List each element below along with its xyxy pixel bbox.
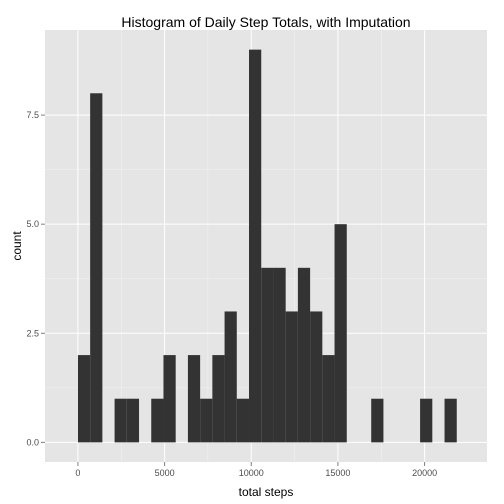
- x-tick-label: 10000: [239, 468, 264, 478]
- x-tick-label: 5000: [155, 468, 175, 478]
- histogram-bar: [334, 224, 347, 443]
- histogram-bar: [151, 398, 164, 443]
- histogram-bar: [77, 355, 91, 443]
- histogram-bar: [236, 398, 250, 443]
- histogram-bar: [273, 267, 286, 443]
- histogram-bar: [126, 398, 140, 443]
- histogram-bar: [90, 93, 103, 443]
- histogram-bar: [420, 398, 433, 443]
- histogram-bar: [163, 355, 176, 443]
- x-tick-label: 15000: [325, 468, 350, 478]
- y-tick-label: 7.5: [26, 110, 39, 120]
- x-tick-label: 0: [75, 468, 80, 478]
- bars: [77, 49, 457, 443]
- y-tick-label: 2.5: [26, 328, 39, 338]
- histogram-bar: [249, 49, 262, 443]
- histogram-bar: [297, 267, 311, 443]
- histogram-bar: [322, 355, 335, 443]
- histogram-bar: [187, 355, 201, 443]
- y-axis-title: count: [10, 231, 24, 261]
- histogram-bar: [371, 398, 384, 443]
- chart-title: Histogram of Daily Step Totals, with Imp…: [121, 14, 410, 30]
- y-tick-label: 0.0: [26, 437, 39, 447]
- y-tick-label: 5.0: [26, 219, 39, 229]
- histogram-bar: [114, 398, 127, 443]
- histogram-bar: [212, 355, 225, 443]
- histogram-bar: [285, 311, 298, 443]
- histogram-bar: [261, 267, 274, 443]
- histogram-bar: [224, 311, 237, 443]
- histogram-bar: [310, 311, 323, 443]
- x-axis-title: total steps: [239, 485, 294, 499]
- x-tick-label: 20000: [412, 468, 437, 478]
- tick-marks: [41, 114, 426, 466]
- histogram-bar: [200, 398, 213, 443]
- histogram-bar: [444, 398, 457, 443]
- tick-labels: 0 5000 10000 15000 20000 0.0 2.5 5.0 7.5: [26, 110, 437, 478]
